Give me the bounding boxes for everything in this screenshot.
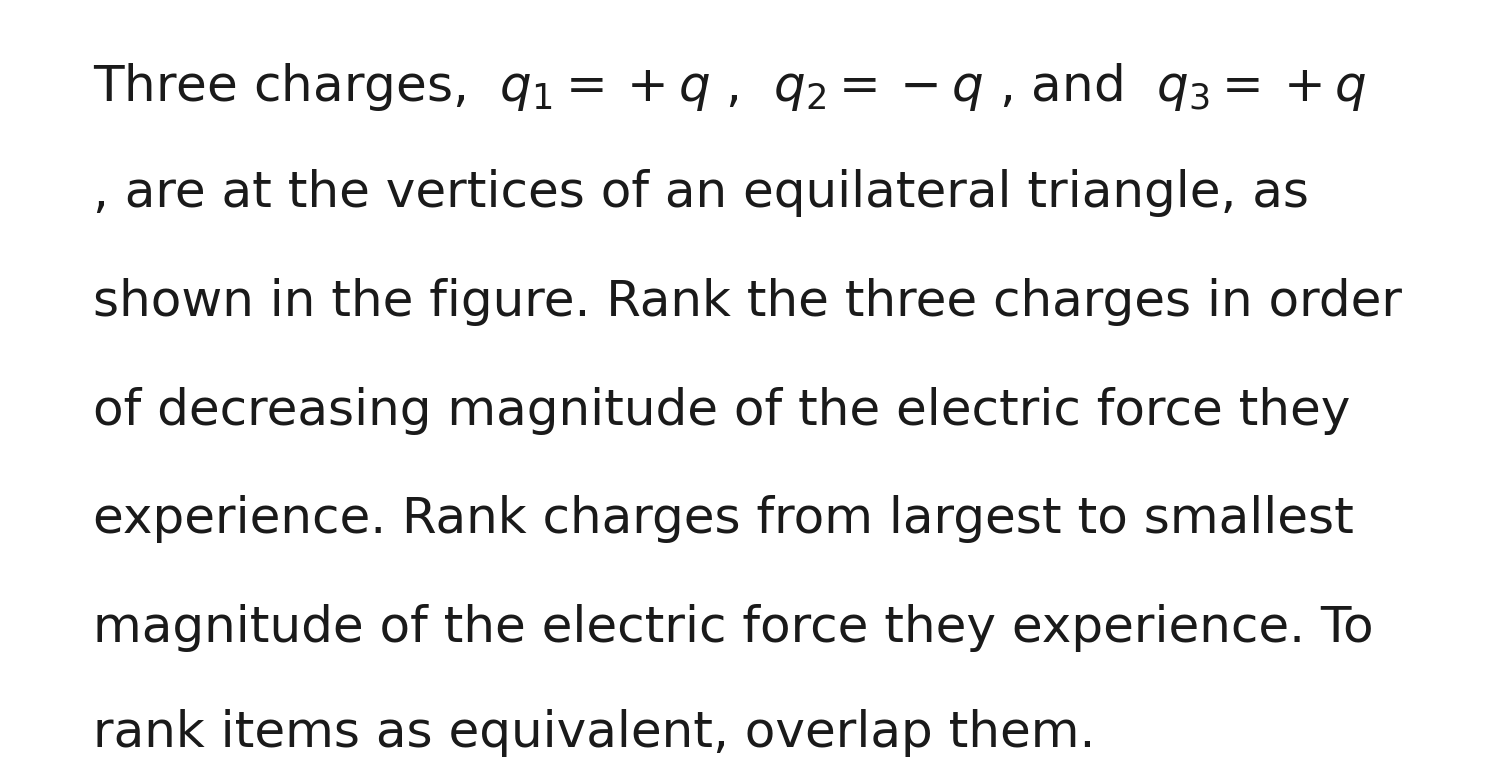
Text: magnitude of the electric force they experience. To: magnitude of the electric force they exp… <box>93 604 1374 652</box>
Text: of decreasing magnitude of the electric force they: of decreasing magnitude of the electric … <box>93 386 1350 435</box>
Text: experience. Rank charges from largest to smallest: experience. Rank charges from largest to… <box>93 495 1354 543</box>
Text: rank items as equivalent, overlap them.: rank items as equivalent, overlap them. <box>93 708 1095 757</box>
Text: shown in the figure. Rank the three charges in order: shown in the figure. Rank the three char… <box>93 278 1402 326</box>
Text: , are at the vertices of an equilateral triangle, as: , are at the vertices of an equilateral … <box>93 169 1310 217</box>
Text: Three charges,  $q_1 = +q$ ,  $q_2 = -q$ , and  $q_3 = +q$: Three charges, $q_1 = +q$ , $q_2 = -q$ ,… <box>93 61 1366 113</box>
